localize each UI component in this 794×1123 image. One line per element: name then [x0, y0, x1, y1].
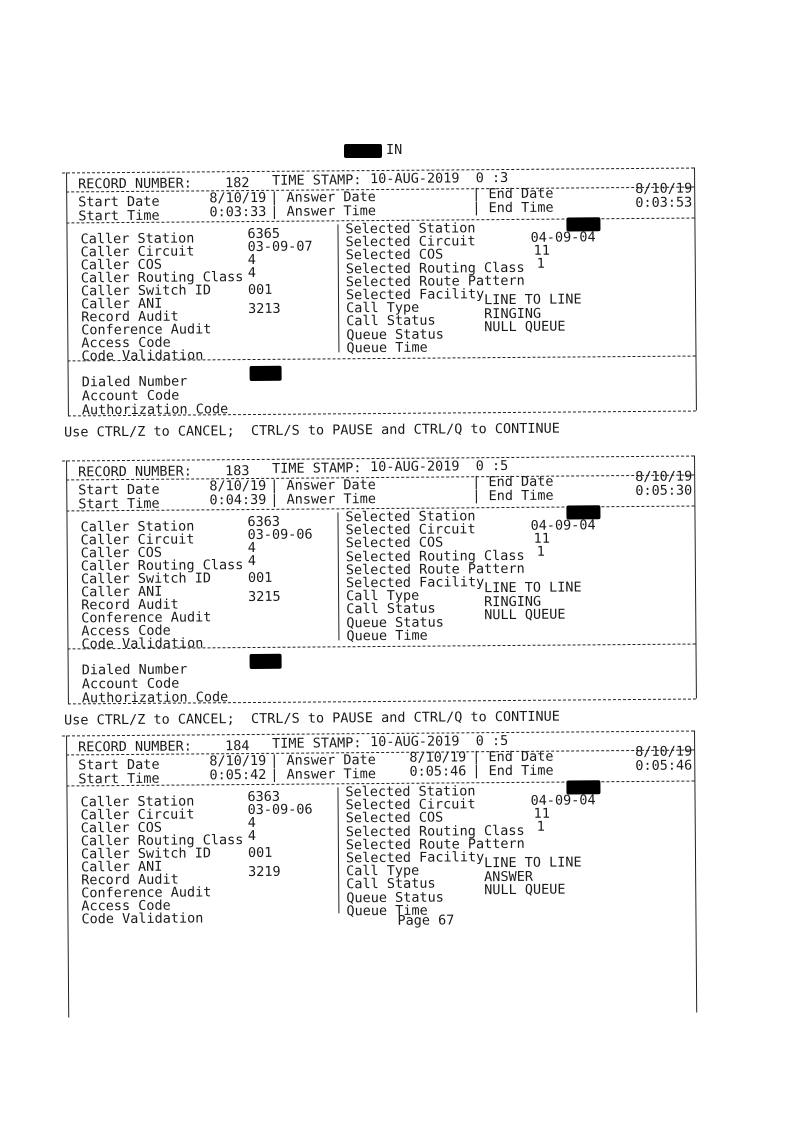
end-time-label: | End Time [472, 199, 554, 217]
answer-time: 0:05:46 [409, 763, 467, 780]
box-right-border [694, 730, 698, 1013]
caller-switch-id: 001 [247, 281, 273, 298]
box-left-border [66, 460, 69, 704]
time-stamp: 10-AUG-2019 0 :5 [370, 457, 509, 476]
queue-status: NULL QUEUE [484, 318, 566, 336]
time-stamp-label: TIME STAMP: [272, 172, 362, 189]
box-left-border [66, 735, 70, 1018]
caller-circuit: 03-09-06 [247, 526, 313, 544]
time-stamp: 10-AUG-2019 0 :5 [370, 732, 509, 751]
end-time: 0:03:53 [635, 194, 693, 211]
caller-field-label: Code Validation [81, 910, 204, 928]
selected-field-label: Queue Time [346, 339, 428, 357]
page-number: Page 67 [397, 912, 455, 929]
caller-circuit: 03-09-07 [247, 238, 313, 256]
time-stamp-label: TIME STAMP: [272, 460, 362, 477]
header-label: IN [386, 142, 403, 158]
end-time: 0:05:46 [635, 757, 693, 774]
redaction-block [344, 144, 382, 158]
box-right-border [694, 455, 697, 699]
start-time: 0:04:39 [209, 491, 267, 509]
end-time-label: | End Time [472, 762, 554, 780]
ctrl-instructions: Use CTRL/Z to CANCEL; CTRL/S to PAUSE an… [64, 708, 560, 729]
record-number: 183 [225, 463, 250, 480]
time-stamp: 10-AUG-2019 0 :3 [370, 169, 509, 188]
record-number-label: RECORD NUMBER: [78, 463, 192, 481]
answer-time-label: | Answer Time [270, 203, 377, 220]
end-time: 0:05:30 [635, 482, 693, 499]
start-time: 0:03:33 [209, 203, 267, 221]
record-number: 182 [225, 175, 250, 192]
caller-routing-class: 4 [247, 827, 257, 845]
redaction-block [249, 653, 282, 670]
end-time-label: | End Time [472, 487, 554, 505]
column-divider [337, 512, 340, 641]
ctrl-instructions: Use CTRL/Z to CANCEL; CTRL/S to PAUSE an… [64, 420, 560, 441]
record-audit: 3213 [248, 301, 281, 318]
record-number-label: RECORD NUMBER: [78, 175, 192, 193]
answer-time [380, 201, 466, 202]
answer-time-label: | Answer Time [270, 766, 377, 783]
box-right-border [694, 167, 697, 411]
record-audit: 3215 [248, 589, 281, 606]
call-record: RECORD NUMBER: 182 TIME STAMP: 10-AUG-2019 … [0, 165, 794, 461]
caller-circuit: 03-09-06 [247, 801, 313, 819]
record-number: 184 [225, 738, 250, 755]
queue-status: NULL QUEUE [484, 606, 566, 624]
start-time: 0:05:42 [209, 766, 267, 784]
box-left-border [66, 172, 69, 416]
selected-field-label: Queue Time [346, 627, 428, 645]
call-record: RECORD NUMBER: 183 TIME STAMP: 10-AUG-2019 … [0, 453, 794, 749]
caller-switch-id: 001 [247, 569, 273, 586]
answer-time-label: | Answer Time [270, 491, 377, 508]
queue-status: NULL QUEUE [484, 881, 566, 899]
call-record: RECORD NUMBER: 184 TIME STAMP: 10-AUG-2019 … [0, 728, 794, 1024]
answer-time [380, 489, 466, 490]
redaction-block [249, 365, 282, 382]
caller-routing-class: 4 [247, 264, 257, 282]
record-audit: 3219 [248, 864, 281, 881]
record-number-label: RECORD NUMBER: [78, 738, 192, 756]
column-divider [337, 787, 340, 914]
caller-switch-id: 001 [247, 844, 273, 861]
selected-routing-class: 1 [536, 255, 545, 272]
column-divider [337, 224, 340, 353]
caller-routing-class: 4 [247, 552, 257, 570]
selected-routing-class: 1 [536, 818, 545, 835]
time-stamp-label: TIME STAMP: [272, 735, 362, 752]
selected-routing-class: 1 [536, 543, 545, 560]
